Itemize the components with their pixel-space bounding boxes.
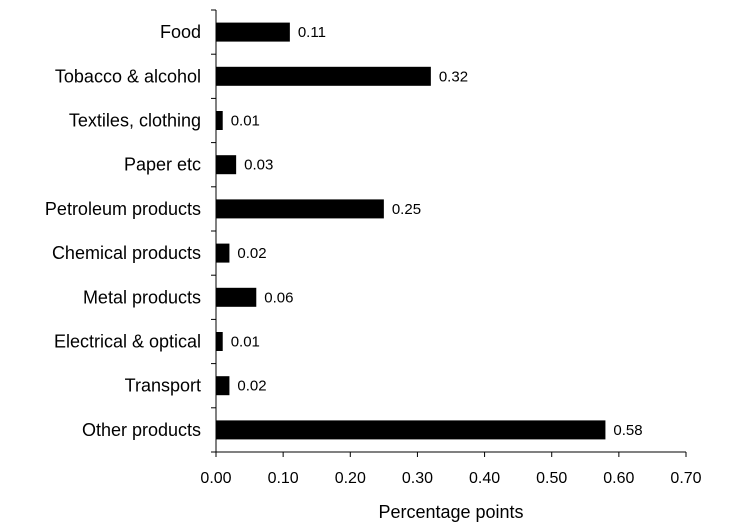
x-tick-label: 0.20 xyxy=(335,470,366,487)
category-label: Petroleum products xyxy=(45,199,201,219)
x-tick-label: 0.60 xyxy=(603,470,634,487)
bar-textiles-clothing xyxy=(216,111,223,130)
data-label: 0.01 xyxy=(231,113,260,130)
x-axis-title: Percentage points xyxy=(378,502,523,522)
category-label: Transport xyxy=(125,376,201,396)
x-tick-label: 0.70 xyxy=(670,470,701,487)
category-label: Metal products xyxy=(83,287,201,307)
bar-transport xyxy=(216,376,230,396)
category-label: Food xyxy=(160,22,201,42)
data-label: 0.32 xyxy=(439,68,468,85)
data-label: 0.03 xyxy=(244,157,273,174)
bar-tobacco-alcohol xyxy=(216,66,431,86)
bar-paper-etc xyxy=(216,155,237,175)
data-label: 0.11 xyxy=(298,24,326,41)
x-tick-label: 0.30 xyxy=(402,470,433,487)
bar-food xyxy=(216,22,290,42)
x-tick-label: 0.40 xyxy=(469,470,500,487)
data-label: 0.58 xyxy=(613,422,642,439)
data-label: 0.02 xyxy=(237,378,266,395)
bars-group xyxy=(216,22,606,440)
bar-other-products xyxy=(216,420,606,440)
category-label: Electrical & optical xyxy=(54,332,201,352)
category-label: Chemical products xyxy=(52,243,201,263)
data-label: 0.02 xyxy=(237,245,266,262)
x-axis-ticks: 0.00 0.10 0.20 0.30 0.40 0.50 0.60 0.70 xyxy=(200,452,702,487)
x-tick-label: 0.50 xyxy=(536,470,567,487)
bar-petroleum-products xyxy=(216,199,384,219)
x-tick-label: 0.00 xyxy=(200,470,231,487)
bar-metal-products xyxy=(216,287,257,307)
data-label: 0.25 xyxy=(392,201,421,218)
category-label: Other products xyxy=(82,420,201,440)
bar-electrical-optical xyxy=(216,332,223,351)
category-label: Tobacco & alcohol xyxy=(55,66,201,86)
category-labels: Food Tobacco & alcohol Textiles, clothing P… xyxy=(45,22,201,440)
data-labels: 0.11 0.32 0.01 0.03 0.25 0.02 0.06 0.01 0.02 0.58 xyxy=(231,24,643,439)
axes xyxy=(211,9,686,453)
category-label: Paper etc xyxy=(124,155,201,175)
category-label: Textiles, clothing xyxy=(69,111,201,131)
bar-chemical-products xyxy=(216,243,230,263)
data-label: 0.01 xyxy=(231,334,260,351)
data-label: 0.06 xyxy=(264,289,293,306)
x-tick-label: 0.10 xyxy=(268,470,299,487)
